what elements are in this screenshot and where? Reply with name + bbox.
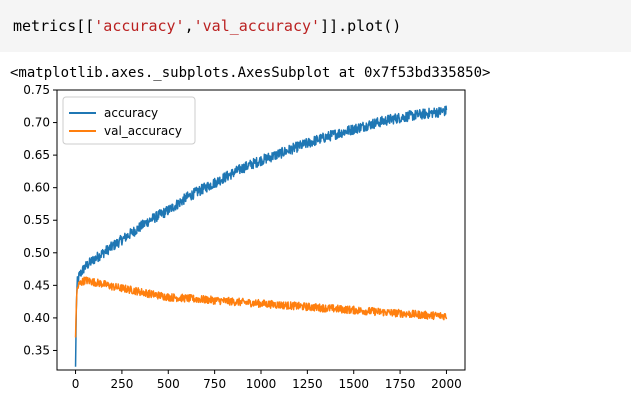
x-tick-label: 1750 bbox=[385, 377, 416, 391]
code-comma: , bbox=[184, 17, 194, 35]
x-tick-label: 0 bbox=[72, 377, 80, 391]
x-tick-label: 500 bbox=[157, 377, 180, 391]
y-tick-label: 0.70 bbox=[23, 116, 50, 130]
code-suffix: ]].plot() bbox=[320, 17, 402, 35]
x-tick-label: 1000 bbox=[246, 377, 277, 391]
x-tick-label: 250 bbox=[110, 377, 133, 391]
code-string-val-accuracy: 'val_accuracy' bbox=[193, 17, 321, 35]
series-line-accuracy bbox=[74, 105, 448, 367]
y-tick-label: 0.65 bbox=[23, 148, 50, 162]
legend-box bbox=[62, 96, 196, 145]
legend: accuracy val_accuracy bbox=[62, 96, 196, 145]
x-tick-label: 1500 bbox=[338, 377, 369, 391]
x-tick-label: 2000 bbox=[431, 377, 462, 391]
code-input-area[interactable]: metrics[['accuracy','val_accuracy']].plo… bbox=[0, 0, 631, 52]
y-tick-label: 0.50 bbox=[23, 246, 50, 260]
code-string-accuracy: 'accuracy' bbox=[94, 17, 185, 35]
series-layer bbox=[74, 105, 448, 367]
series-line-val-accuracy bbox=[74, 276, 448, 338]
y-tick-label: 0.75 bbox=[23, 83, 50, 97]
y-tick-label: 0.35 bbox=[23, 343, 50, 357]
y-tick-label: 0.55 bbox=[23, 213, 50, 227]
code-line[interactable]: metrics[['accuracy','val_accuracy']].plo… bbox=[13, 17, 401, 35]
y-tick-label: 0.40 bbox=[23, 311, 50, 325]
output-repr: <matplotlib.axes._subplots.AxesSubplot a… bbox=[10, 65, 491, 81]
code-prefix: metrics[[ bbox=[13, 17, 95, 35]
x-tick-label: 1250 bbox=[292, 377, 323, 391]
y-tick-label: 0.45 bbox=[23, 278, 50, 292]
x-tick-label: 750 bbox=[203, 377, 226, 391]
axes-frame bbox=[56, 89, 466, 371]
legend-label-accuracy: accuracy bbox=[104, 106, 158, 120]
y-tick-label: 0.60 bbox=[23, 181, 50, 195]
axis-ticks: 0 250 500 750 1000 1250 1500 1750 2000 0.35 0.40 0.… bbox=[23, 83, 461, 391]
legend-label-val-accuracy: val_accuracy bbox=[104, 124, 182, 138]
